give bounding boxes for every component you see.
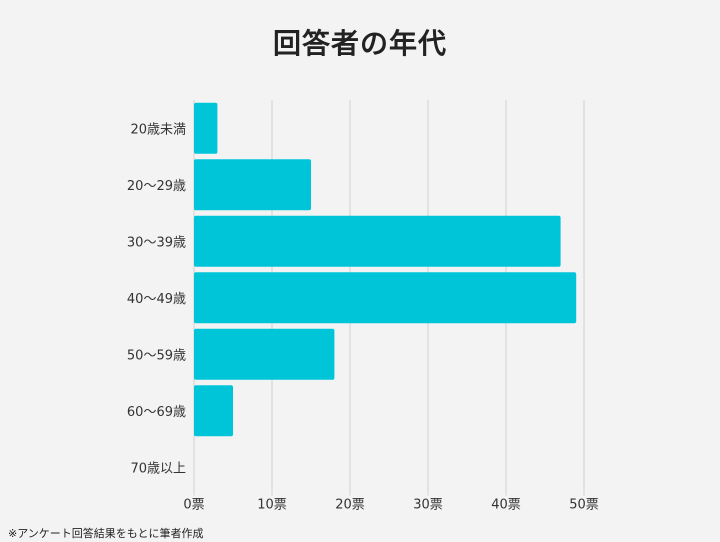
category-label: 70歳以上	[130, 461, 186, 476]
category-label: 20歳未満	[130, 122, 186, 137]
bar	[194, 385, 233, 437]
footnote: ※アンケート回答結果をもとに筆者作成	[8, 527, 204, 540]
chart-title: 回答者の年代	[272, 27, 447, 60]
category-label: 30～39歳	[127, 235, 186, 250]
bar	[194, 215, 561, 267]
bar	[194, 102, 218, 154]
bar	[194, 272, 577, 324]
bar	[194, 159, 311, 211]
x-tick-label: 10票	[257, 498, 287, 513]
category-label: 20～29歳	[127, 179, 186, 194]
x-tick-label: 30票	[413, 498, 443, 513]
x-tick-label: 50票	[569, 498, 599, 513]
bar	[194, 328, 335, 380]
category-label: 60～69歳	[127, 405, 186, 420]
category-label: 40～49歳	[127, 292, 186, 307]
category-label: 50～59歳	[127, 348, 186, 363]
x-tick-label: 0票	[183, 498, 204, 513]
x-tick-label: 20票	[335, 498, 365, 513]
x-tick-label: 40票	[491, 498, 521, 513]
